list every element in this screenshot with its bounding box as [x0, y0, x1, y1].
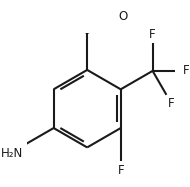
- Text: O: O: [119, 10, 128, 23]
- Text: F: F: [117, 164, 124, 177]
- Text: F: F: [149, 28, 156, 41]
- Text: F: F: [183, 64, 189, 77]
- Text: H₂N: H₂N: [1, 147, 23, 160]
- Text: F: F: [168, 97, 175, 110]
